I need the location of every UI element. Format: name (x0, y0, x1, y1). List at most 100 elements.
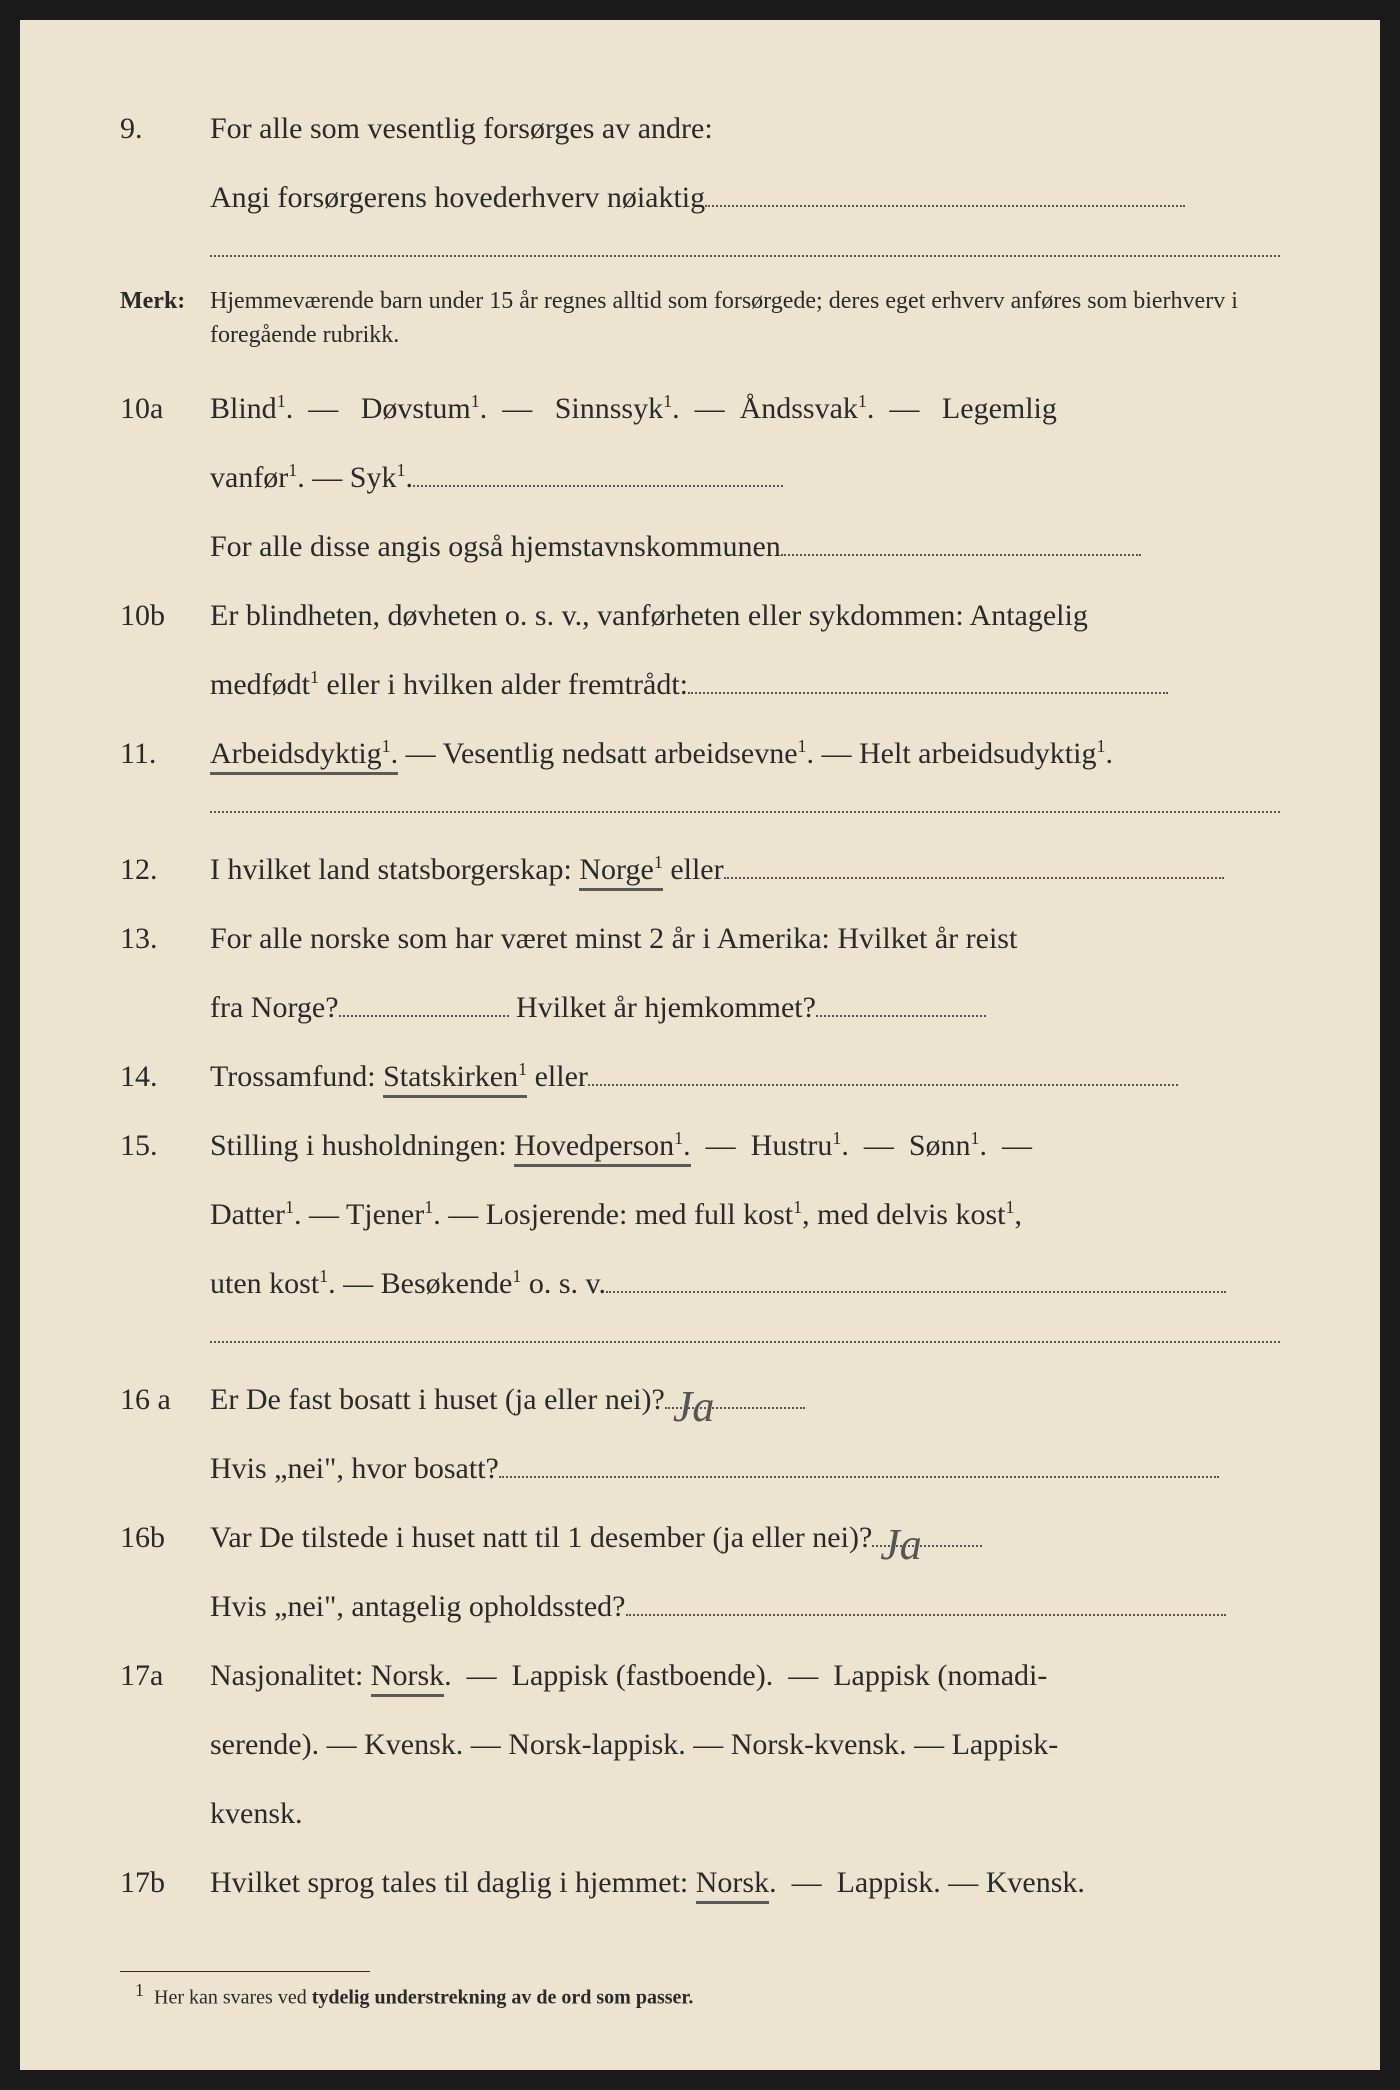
q10a-line3: For alle disse angis også hjemstavnskomm… (210, 530, 781, 563)
q10a-number: 10a (120, 380, 210, 437)
q15-losjerende: Losjerende: med full kost (486, 1198, 793, 1231)
q10b-blank (688, 692, 1168, 694)
q15-delvis: , med delvis kost (802, 1198, 1005, 1231)
q10a-syk: Syk (350, 461, 397, 494)
q16b-blank2 (626, 1614, 1226, 1616)
footnote: 1 Her kan svares ved tydelig understrekn… (120, 1980, 1280, 2010)
q10a-blank2 (781, 554, 1141, 556)
footnote-rule (120, 1971, 370, 1972)
question-10b: 10b Er blindheten, døvheten o. s. v., va… (120, 587, 1280, 644)
q14-underlined-statskirken: Statskirken1 (383, 1060, 527, 1098)
q17a-underlined-norsk: Norsk (371, 1659, 444, 1697)
q15-row2: Datter1. — Tjener1. — Losjerende: med fu… (120, 1186, 1280, 1243)
q10a-opt3: Sinnssyk (555, 392, 663, 425)
q15-uten: uten kost (210, 1267, 319, 1300)
question-17b: 17b Hvilket sprog tales til daglig i hje… (120, 1854, 1280, 1911)
q9-number: 9. (120, 100, 210, 157)
q12-underlined-norge: Norge1 (579, 853, 662, 891)
separator-15-16 (210, 1340, 1280, 1343)
q10a-opt5: Legemlig (942, 392, 1057, 425)
q17a-pre: Nasjonalitet: (210, 1659, 371, 1692)
q17a-nk: Norsk-kvensk (731, 1728, 899, 1761)
question-14: 14. Trossamfund: Statskirken1 eller (120, 1048, 1280, 1105)
q11-number: 11. (120, 725, 210, 782)
q10b-row2: medfødt1 eller i hvilken alder fremtrådt… (120, 656, 1280, 713)
q13-blank1 (339, 1015, 509, 1017)
q11-underlined-arbeidsdyktig: Arbeidsdyktig1. (210, 737, 398, 775)
q17b-number: 17b (120, 1854, 210, 1911)
q15-tjener: Tjener (346, 1198, 424, 1231)
q9-blank (705, 205, 1185, 207)
q10b-number: 10b (120, 587, 210, 644)
q11-mid: Vesentlig nedsatt arbeidsevne (443, 737, 798, 770)
q10a-opt4: Åndssvak (740, 392, 858, 425)
q16a-blank1: Ja (665, 1407, 805, 1409)
q9-row2: Angi forsørgerens hovederhverv nøiaktig (120, 169, 1280, 226)
question-16a: 16 a Er De fast bosatt i huset (ja eller… (120, 1371, 1280, 1428)
q12-number: 12. (120, 841, 210, 898)
q17a-opt3: Lappisk (nomadi- (833, 1659, 1047, 1692)
q12-after: eller (663, 853, 724, 886)
q10a-opt2: Døvstum (361, 392, 471, 425)
q17b-pre: Hvilket sprog tales til daglig i hjemmet… (210, 1866, 696, 1899)
question-11: 11. Arbeidsdyktig1. — Vesentlig nedsatt … (120, 725, 1280, 782)
q10a-row3: For alle disse angis også hjemstavnskomm… (120, 518, 1280, 575)
q16a-blank2 (499, 1476, 1219, 1478)
question-12: 12. I hvilket land statsborgerskap: Norg… (120, 841, 1280, 898)
footnote-marker: 1 (135, 1980, 144, 2000)
q14-blank (588, 1084, 1178, 1086)
q17b-underlined-norsk: Norsk (696, 1866, 769, 1904)
q10b-medfodt: medfødt (210, 668, 310, 701)
q15-datter: Datter (210, 1198, 285, 1231)
q12-text: I hvilket land statsborgerskap: (210, 853, 579, 886)
q16a-answer: Ja (673, 1365, 715, 1449)
merk-note: Merk: Hjemmeværende barn under 15 år reg… (120, 285, 1280, 352)
question-13: 13. For alle norske som har været minst … (120, 910, 1280, 967)
q13-blank2 (816, 1015, 986, 1017)
q15-opt2: Hustru (751, 1129, 833, 1162)
question-9: 9. For alle som vesentlig forsørges av a… (120, 100, 1280, 157)
q16b-answer: Ja (880, 1503, 922, 1587)
q16a-line1: Er De fast bosatt i huset (ja eller nei)… (210, 1383, 665, 1416)
q17b-opt3: Kvensk (986, 1866, 1078, 1899)
q17a-row3: kvensk. (120, 1785, 1280, 1842)
document-page: 9. For alle som vesentlig forsørges av a… (20, 20, 1380, 2070)
q10a-row2: vanfør1. — Syk1. (120, 449, 1280, 506)
q17a-opt2: Lappisk (fastboende) (512, 1659, 766, 1692)
q16b-blank1: Ja (872, 1545, 982, 1547)
q12-blank (724, 877, 1224, 879)
q10b-line1: Er blindheten, døvheten o. s. v., vanfør… (210, 587, 1280, 644)
q9-content: For alle som vesentlig forsørges av andr… (210, 100, 1280, 157)
q16b-row2: Hvis „nei", antagelig opholdssted? (120, 1578, 1280, 1635)
merk-label: Merk: (120, 285, 210, 319)
q10a-blank1 (413, 485, 783, 487)
question-17a: 17a Nasjonalitet: Norsk. — Lappisk (fast… (120, 1647, 1280, 1704)
q13-line2a: fra Norge? (210, 991, 339, 1024)
q10b-line2b: eller i hvilken alder fremtrådt: (319, 668, 688, 701)
q10a-opt1: Blind (210, 392, 277, 425)
separator-11-12 (210, 810, 1280, 813)
q13-line2b: Hvilket år hjemkommet? (516, 991, 816, 1024)
q14-number: 14. (120, 1048, 210, 1105)
q16a-line2: Hvis „nei", hvor bosatt? (210, 1452, 499, 1485)
q15-opt3: Sønn (909, 1129, 971, 1162)
q10a-content: Blind1. — Døvstum1. — Sinnssyk1. — Åndss… (210, 380, 1280, 437)
footnote-text-b: tydelig understrekning av de ord som pas… (312, 1987, 694, 2009)
q17a-serende: serende) (210, 1728, 312, 1761)
q14-text: Trossamfund: (210, 1060, 383, 1093)
q15-underlined-hovedperson: Hovedperson1. (514, 1129, 690, 1167)
q17a-row2: serende). — Kvensk. — Norsk-lappisk. — N… (120, 1716, 1280, 1773)
q9-blank-full (210, 254, 1280, 257)
merk-text: Hjemmeværende barn under 15 år regnes al… (210, 285, 1280, 352)
q17a-number: 17a (120, 1647, 210, 1704)
q13-row2: fra Norge? Hvilket år hjemkommet? (120, 979, 1280, 1036)
q15-blank (606, 1291, 1226, 1293)
q17a-line3: kvensk. (210, 1785, 1280, 1842)
q10a-vanfor: vanfør (210, 461, 288, 494)
question-15: 15. Stilling i husholdningen: Hovedperso… (120, 1117, 1280, 1174)
q16b-number: 16b (120, 1509, 210, 1566)
q15-number: 15. (120, 1117, 210, 1174)
question-16b: 16b Var De tilstede i huset natt til 1 d… (120, 1509, 1280, 1566)
q13-number: 13. (120, 910, 210, 967)
q15-row3: uten kost1. — Besøkende1 o. s. v. (120, 1255, 1280, 1312)
